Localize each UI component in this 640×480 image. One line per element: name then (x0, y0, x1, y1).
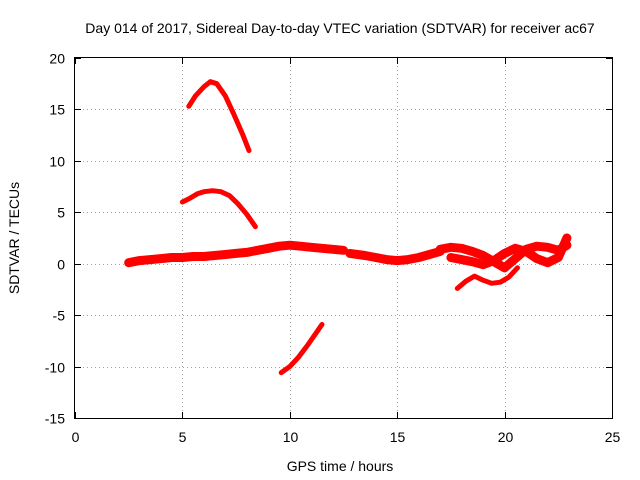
y-tick-label: 5 (57, 205, 65, 221)
axis-ticks: 0 5 10 15 20 25 -15 -10 -5 0 5 10 15 20 (45, 51, 621, 446)
grid-lines (75, 58, 612, 418)
series-band-evening-a (435, 240, 572, 273)
x-axis-label: GPS time / hours (287, 458, 394, 474)
x-tick-label: 25 (605, 429, 621, 445)
data-series (124, 79, 572, 376)
y-tick-label: 0 (57, 257, 65, 273)
series-dip-evening (454, 265, 520, 291)
y-tick-label: 20 (49, 51, 65, 67)
series-arc-descent-low (278, 321, 325, 376)
series-band-morning (124, 243, 273, 268)
y-tick-label: -15 (45, 411, 65, 427)
x-tick-label: 5 (179, 429, 187, 445)
x-tick-label: 15 (390, 429, 406, 445)
y-axis-label: SDTVAR / TECUs (6, 182, 22, 294)
y-tick-label: -10 (45, 360, 65, 376)
plot-frame (74, 57, 613, 419)
x-tick-label: 0 (72, 429, 80, 445)
series-arc-peak-high (186, 79, 252, 154)
series-arc-peak-mid (179, 188, 258, 230)
series-band-evening-b (446, 233, 572, 270)
series-band-midday (263, 240, 348, 255)
x-tick-label: 10 (283, 429, 299, 445)
y-tick-label: 10 (49, 154, 65, 170)
y-tick-label: -5 (53, 308, 66, 324)
y-tick-label: 15 (49, 102, 65, 118)
chart-title: Day 014 of 2017, Sidereal Day-to-day VTE… (85, 20, 595, 36)
series-band-afternoon (345, 246, 445, 266)
x-tick-label: 20 (498, 429, 514, 445)
